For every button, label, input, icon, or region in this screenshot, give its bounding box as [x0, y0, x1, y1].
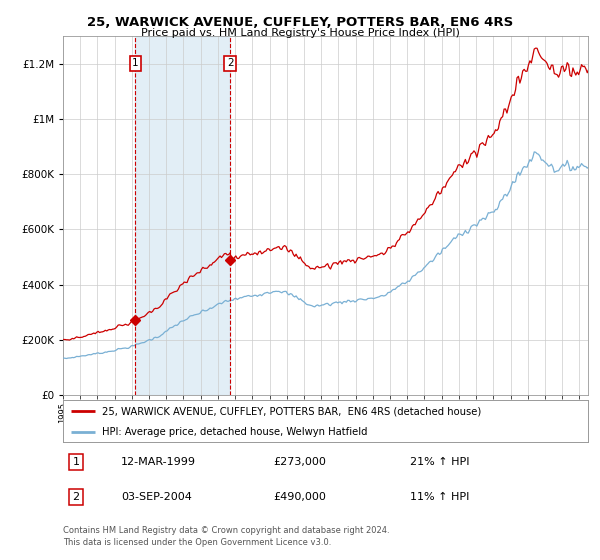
Text: 11% ↑ HPI: 11% ↑ HPI	[409, 492, 469, 502]
Text: Price paid vs. HM Land Registry's House Price Index (HPI): Price paid vs. HM Land Registry's House …	[140, 28, 460, 38]
Text: 03-SEP-2004: 03-SEP-2004	[121, 492, 191, 502]
Text: 2: 2	[227, 58, 233, 68]
Text: 25, WARWICK AVENUE, CUFFLEY, POTTERS BAR, EN6 4RS: 25, WARWICK AVENUE, CUFFLEY, POTTERS BAR…	[87, 16, 513, 29]
Text: 25, WARWICK AVENUE, CUFFLEY, POTTERS BAR,  EN6 4RS (detached house): 25, WARWICK AVENUE, CUFFLEY, POTTERS BAR…	[103, 407, 482, 416]
Text: 12-MAR-1999: 12-MAR-1999	[121, 457, 196, 467]
Text: 1: 1	[73, 457, 80, 467]
Bar	[136, 36, 230, 395]
Text: 1: 1	[132, 58, 139, 68]
Text: 2: 2	[73, 492, 80, 502]
Text: 21% ↑ HPI: 21% ↑ HPI	[409, 457, 469, 467]
Text: HPI: Average price, detached house, Welwyn Hatfield: HPI: Average price, detached house, Welw…	[103, 427, 368, 437]
Text: £490,000: £490,000	[273, 492, 326, 502]
Text: Contains HM Land Registry data © Crown copyright and database right 2024.
This d: Contains HM Land Registry data © Crown c…	[63, 526, 389, 547]
Text: £273,000: £273,000	[273, 457, 326, 467]
